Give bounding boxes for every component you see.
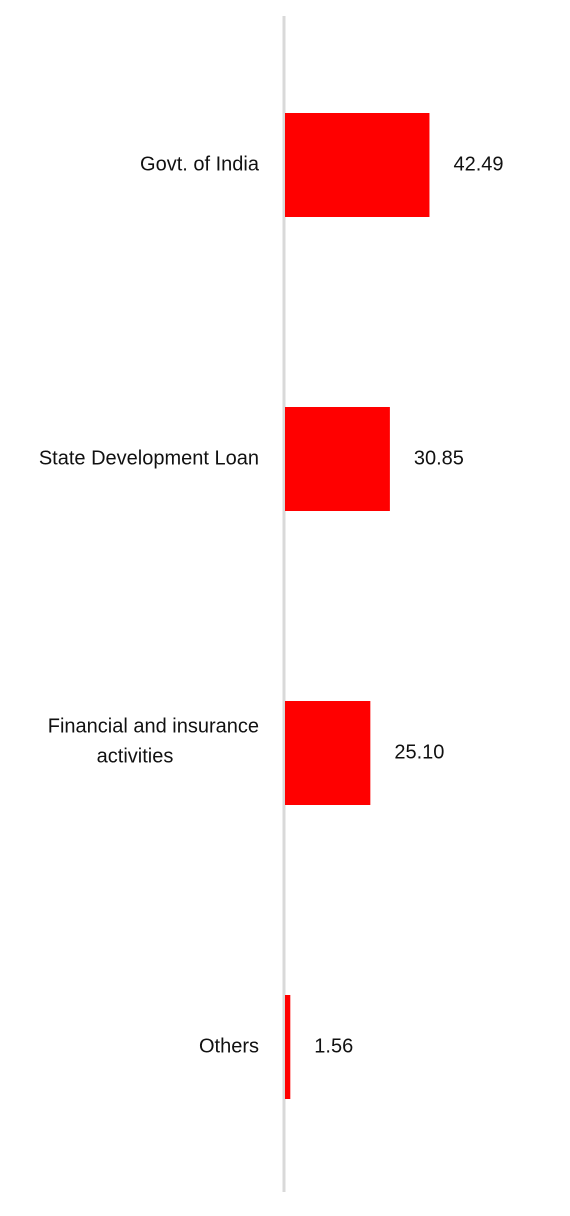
bar-2 — [285, 701, 371, 805]
category-label-3: Others — [199, 1035, 259, 1057]
bars-group — [285, 113, 430, 1099]
value-label-3: 1.56 — [314, 1035, 353, 1057]
value-label-0: 42.49 — [453, 153, 503, 175]
category-label-1: State Development Loan — [39, 447, 259, 469]
bar-0 — [285, 113, 430, 217]
bar-3 — [285, 995, 291, 1099]
category-label-line: Financial and insurance — [48, 715, 259, 737]
bar-1 — [285, 407, 390, 511]
value-label-2: 25.10 — [394, 741, 444, 763]
category-labels-group: Govt. of India State Development Loan Fina… — [39, 153, 260, 1057]
category-label-0: Govt. of India — [140, 153, 260, 175]
value-labels-group: 42.49 30.85 25.10 1.56 — [314, 153, 503, 1057]
value-label-1: 30.85 — [414, 447, 464, 469]
category-label-2: Financial and insurance activities — [48, 715, 259, 767]
category-label-line: activities — [97, 745, 174, 767]
